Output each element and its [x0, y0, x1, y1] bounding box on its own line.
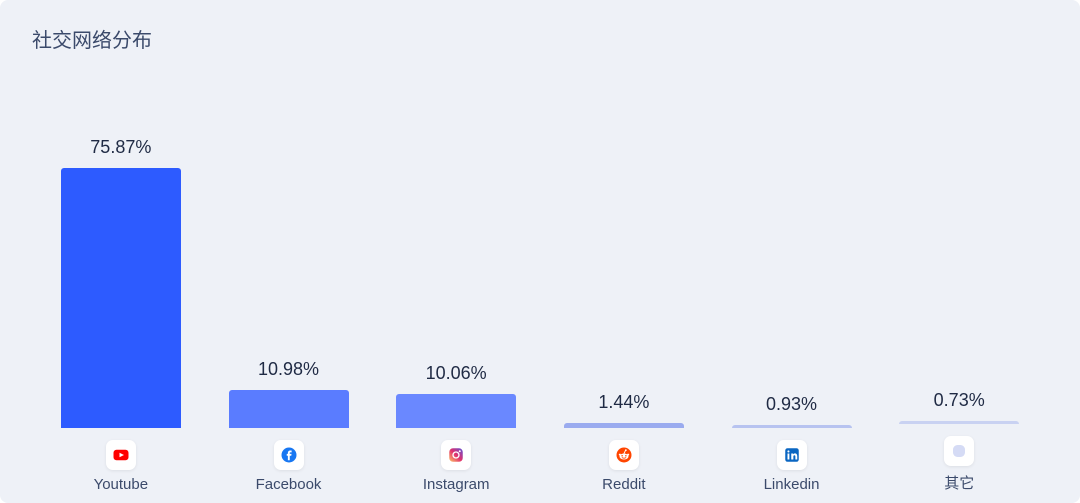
bar-col: 10.98% Facebook: [220, 61, 358, 493]
bar-value: 10.06%: [426, 363, 487, 384]
bar-rect: [61, 168, 181, 428]
bar-rect: [229, 390, 349, 428]
bar-rect: [732, 425, 852, 428]
bar-col: 75.87% Youtube: [52, 61, 190, 493]
bar-col: 0.93% Linkedin: [723, 61, 861, 493]
bar-wrap: 75.87%: [52, 61, 190, 428]
bar-label: Facebook: [256, 476, 322, 493]
bar-label: Youtube: [94, 476, 149, 493]
chart-card: 社交网络分布 75.87% Youtube 10.98% Facebook 10.06%…: [0, 0, 1080, 503]
bar-rect: [396, 394, 516, 428]
facebook-icon: [274, 440, 304, 470]
instagram-icon: [441, 440, 471, 470]
bar-value: 10.98%: [258, 359, 319, 380]
bar-col: 10.06% Instagram: [387, 61, 525, 493]
chart-title: 社交网络分布: [32, 24, 1048, 53]
reddit-icon: [609, 440, 639, 470]
bar-value: 0.93%: [766, 394, 817, 415]
bar-value: 0.73%: [934, 390, 985, 411]
other-icon: [944, 436, 974, 466]
bar-col: 0.73% 其它: [890, 61, 1028, 493]
bar-value: 75.87%: [90, 137, 151, 158]
bar-label: Reddit: [602, 476, 645, 493]
chart-area: 75.87% Youtube 10.98% Facebook 10.06% Instagr…: [32, 61, 1048, 493]
bar-wrap: 10.98%: [220, 61, 358, 428]
bar-label: Linkedin: [764, 476, 820, 493]
bar-rect: [899, 421, 1019, 424]
bar-wrap: 1.44%: [555, 61, 693, 428]
bar-col: 1.44% Reddit: [555, 61, 693, 493]
bar-wrap: 0.73%: [890, 61, 1028, 424]
bar-rect: [564, 423, 684, 428]
bar-wrap: 0.93%: [723, 61, 861, 428]
bar-label: 其它: [944, 472, 974, 493]
bar-wrap: 10.06%: [387, 61, 525, 428]
bar-label: Instagram: [423, 476, 490, 493]
linkedin-icon: [777, 440, 807, 470]
bar-value: 1.44%: [598, 392, 649, 413]
youtube-icon: [106, 440, 136, 470]
